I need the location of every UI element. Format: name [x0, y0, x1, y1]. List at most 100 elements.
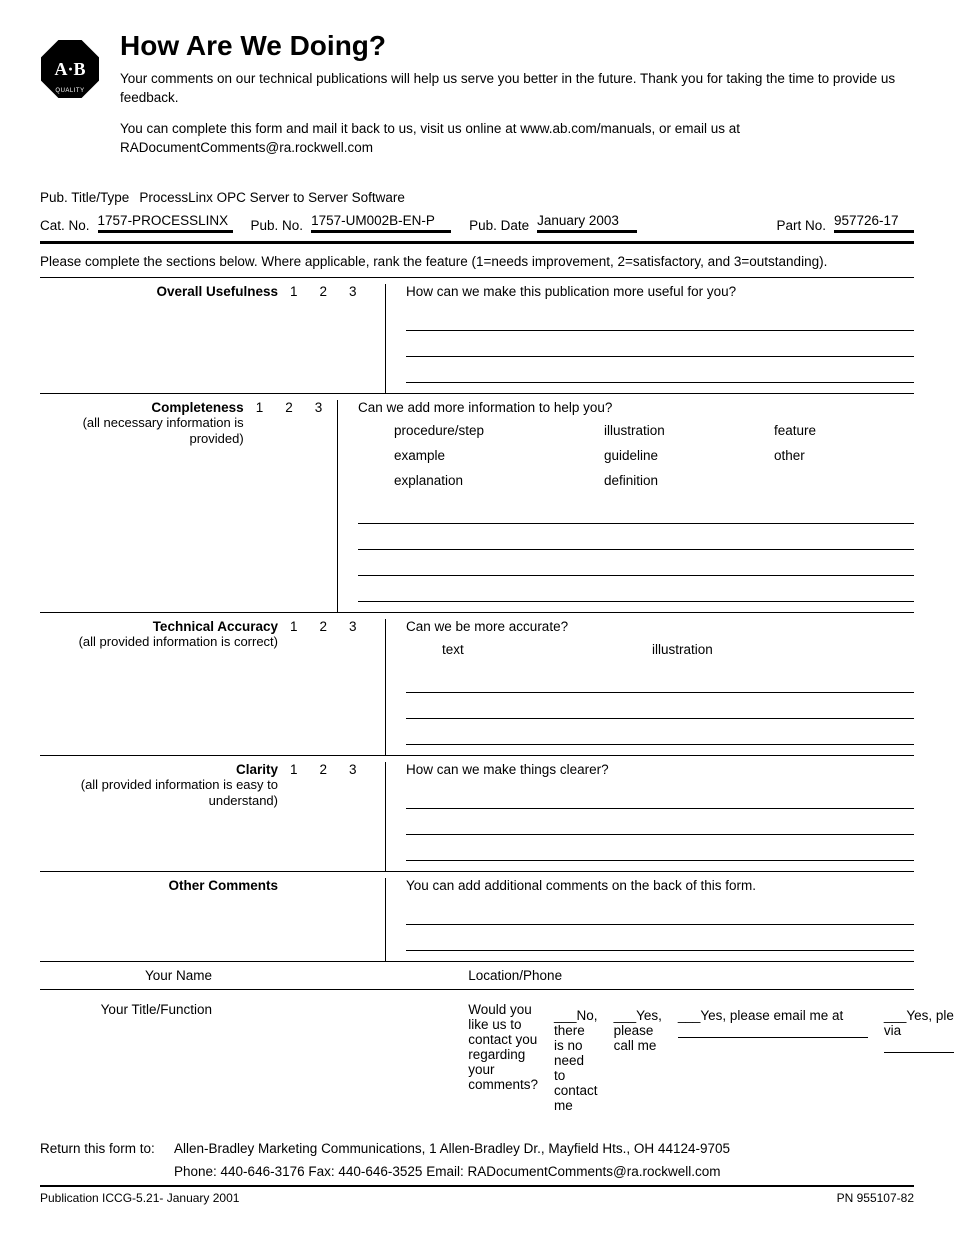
- ab-logo: A·B QUALITY: [40, 40, 100, 115]
- blank-line[interactable]: [358, 500, 914, 524]
- accuracy-rating[interactable]: 1 2 3: [290, 619, 385, 755]
- contact-row-1: Your Name Location/Phone: [40, 961, 914, 990]
- opt-illustration[interactable]: illustration: [652, 642, 802, 657]
- email-blank[interactable]: [678, 1037, 868, 1038]
- opt-explanation[interactable]: explanation: [394, 473, 584, 488]
- section-usefulness: Overall Usefulness 1 2 3 How can we make…: [40, 277, 914, 393]
- contact-row-2: Your Title/Function Would you like us to…: [40, 990, 914, 1119]
- completeness-title: Completeness: [151, 400, 243, 415]
- blank-line[interactable]: [406, 721, 914, 745]
- usefulness-question: How can we make this publication more us…: [406, 284, 914, 299]
- pubno-label: Pub. No.: [251, 218, 304, 233]
- header: A·B QUALITY How Are We Doing? Your comme…: [40, 30, 914, 170]
- opt-definition[interactable]: definition: [604, 473, 754, 488]
- opt-other[interactable]: other: [774, 448, 914, 463]
- other-question: You can add additional comments on the b…: [406, 878, 914, 893]
- rating-3[interactable]: 3: [349, 619, 357, 755]
- opt-guideline[interactable]: guideline: [604, 448, 754, 463]
- rating-2[interactable]: 2: [320, 762, 328, 871]
- opt-email[interactable]: ___Yes, please email me at: [678, 1008, 868, 1113]
- section-accuracy: Technical Accuracy (all provided informa…: [40, 612, 914, 755]
- clarity-title: Clarity: [236, 762, 278, 777]
- usefulness-rating[interactable]: 1 2 3: [290, 284, 385, 393]
- rating-1[interactable]: 1: [290, 762, 298, 871]
- pubdate-label: Pub. Date: [469, 218, 529, 233]
- rating-3[interactable]: 3: [315, 400, 323, 612]
- accuracy-sub: (all provided information is correct): [40, 634, 278, 651]
- other-title: Other Comments: [168, 878, 278, 893]
- rating-3[interactable]: 3: [349, 762, 357, 871]
- section-completeness: Completeness (all necessary information …: [40, 393, 914, 612]
- accuracy-title: Technical Accuracy: [153, 619, 278, 634]
- accuracy-options: text illustration: [442, 642, 914, 657]
- footer-left: Publication ICCG-5.21- January 2001: [40, 1191, 239, 1205]
- opt-procedure[interactable]: procedure/step: [394, 423, 584, 438]
- section-other: Other Comments You can add additional co…: [40, 871, 914, 961]
- blank-line[interactable]: [358, 526, 914, 550]
- opt-feature[interactable]: feature: [774, 423, 914, 438]
- rating-2[interactable]: 2: [320, 284, 328, 393]
- header-text: How Are We Doing? Your comments on our t…: [120, 30, 914, 170]
- cat-label: Cat. No.: [40, 218, 90, 233]
- would-contact-question: Would you like us to contact you regardi…: [468, 1002, 538, 1113]
- instruction-text: Please complete the sections below. Wher…: [40, 254, 914, 269]
- rating-1[interactable]: 1: [290, 619, 298, 755]
- your-name-label: Your Name: [40, 968, 220, 983]
- opt-text[interactable]: text: [442, 642, 632, 657]
- opt-via-text: ___Yes, please contact me via: [884, 1008, 954, 1038]
- rating-3[interactable]: 3: [349, 284, 357, 393]
- blank-line[interactable]: [406, 669, 914, 693]
- via-blank[interactable]: [884, 1052, 954, 1053]
- opt-no-contact[interactable]: ___No, there is no need to contact me: [554, 1008, 598, 1113]
- blank-line[interactable]: [358, 578, 914, 602]
- pubno-value[interactable]: 1757-UM002B-EN-P: [311, 213, 451, 233]
- blank-line[interactable]: [406, 785, 914, 809]
- intro-2: You can complete this form and mail it b…: [120, 120, 914, 158]
- opt-example[interactable]: example: [394, 448, 584, 463]
- clarity-rating[interactable]: 1 2 3: [290, 762, 385, 871]
- pub-title-row: Pub. Title/Type ProcessLinx OPC Server t…: [40, 190, 914, 205]
- blank-line[interactable]: [406, 927, 914, 951]
- return-address: Allen-Bradley Marketing Communications, …: [174, 1141, 730, 1156]
- pubdate-value[interactable]: January 2003: [537, 213, 637, 233]
- pub-title-label: Pub. Title/Type: [40, 190, 129, 205]
- logo-letters: A·B: [54, 59, 85, 80]
- blank-line[interactable]: [406, 901, 914, 925]
- blank-line[interactable]: [406, 811, 914, 835]
- other-rating-empty: [290, 878, 385, 961]
- completeness-sub: (all necessary information is provided): [40, 415, 244, 449]
- blank-line[interactable]: [406, 695, 914, 719]
- opt-call[interactable]: ___Yes, please call me: [614, 1008, 662, 1113]
- completeness-rating[interactable]: 1 2 3: [256, 400, 337, 612]
- partno-value[interactable]: 957726-17: [834, 213, 914, 233]
- opt-via[interactable]: ___Yes, please contact me via: [884, 1008, 954, 1113]
- rating-2[interactable]: 2: [285, 400, 293, 612]
- opt-email-text: ___Yes, please email me at: [678, 1008, 843, 1023]
- footer-right: PN 955107-82: [837, 1191, 914, 1205]
- intro-1: Your comments on our technical publicati…: [120, 70, 914, 108]
- return-section: Return this form to: Allen-Bradley Marke…: [40, 1141, 914, 1179]
- your-title-label: Your Title/Function: [40, 1002, 220, 1113]
- clarity-question: How can we make things clearer?: [406, 762, 914, 777]
- blank-line[interactable]: [406, 837, 914, 861]
- accuracy-question: Can we be more accurate?: [406, 619, 914, 634]
- completeness-options: procedure/step illustration feature exam…: [394, 423, 914, 488]
- blank-line[interactable]: [406, 359, 914, 383]
- return-phone: Phone: 440-646-3176 Fax: 440-646-3525 Em…: [174, 1164, 720, 1179]
- partno-label: Part No.: [776, 218, 826, 233]
- rating-1[interactable]: 1: [256, 400, 264, 612]
- clarity-sub: (all provided information is easy to und…: [40, 777, 278, 811]
- completeness-question: Can we add more information to help you?: [358, 400, 914, 415]
- blank-line[interactable]: [406, 307, 914, 331]
- opt-illustration[interactable]: illustration: [604, 423, 754, 438]
- cat-value[interactable]: 1757-PROCESSLINX: [98, 213, 233, 233]
- usefulness-title: Overall Usefulness: [156, 284, 278, 299]
- logo-quality-text: QUALITY: [41, 88, 99, 94]
- rating-1[interactable]: 1: [290, 284, 298, 393]
- rating-2[interactable]: 2: [320, 619, 328, 755]
- blank-line[interactable]: [406, 333, 914, 357]
- return-label: Return this form to:: [40, 1141, 160, 1156]
- pub-title-value: ProcessLinx OPC Server to Server Softwar…: [139, 190, 405, 205]
- blank-line[interactable]: [358, 552, 914, 576]
- section-clarity: Clarity (all provided information is eas…: [40, 755, 914, 871]
